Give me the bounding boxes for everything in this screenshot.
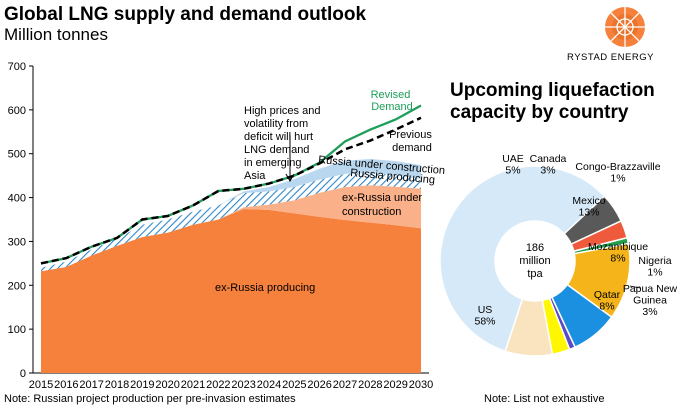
donut-label-line: 58% (474, 316, 495, 328)
y-tick-label: 500 (8, 149, 26, 161)
label-previous-demand: Previous demand (389, 129, 435, 154)
donut-label-line: 13% (578, 207, 599, 219)
x-tick-label: 2022 (206, 379, 230, 391)
donut-slice-us (439, 165, 606, 353)
donut-label-line: 3% (642, 306, 657, 318)
donut-label-line: 8% (599, 301, 614, 313)
rystad-logo (605, 7, 645, 47)
x-tick-label: 2018 (105, 379, 129, 391)
donut-label-line: Mozambique (588, 241, 648, 253)
leader-line (629, 285, 641, 289)
donut-label-line: Qatar (594, 289, 621, 301)
note-left: Note: Russian project production per pre… (4, 393, 296, 405)
x-tick-label: 2025 (282, 379, 306, 391)
area-ex-russia-producing (41, 208, 421, 373)
note-right: Note: List not exhaustive (484, 393, 605, 405)
donut-label-line: 5% (505, 165, 520, 177)
donut-label-mozambique: Mozambique 8% (588, 241, 648, 265)
x-tick-label: 2026 (307, 379, 331, 391)
area-russia-under-construction (41, 158, 421, 268)
donut-label-mexico: Mexico 13% (572, 195, 605, 219)
line-previous-demand (40, 116, 422, 265)
svg-text:million: million (519, 255, 550, 267)
x-tick-label: 2030 (409, 379, 433, 391)
x-tick-label: 2029 (383, 379, 407, 391)
donut-label-line: 3% (540, 165, 555, 177)
label-ex-russia-construction: ex-Russia under construction (342, 192, 425, 218)
donut-slice-qatar (504, 298, 554, 357)
area-russia-producing (41, 173, 421, 272)
x-tick-label: 2017 (79, 379, 103, 391)
y-tick-label: 600 (8, 105, 26, 117)
donut-label-line: Canada (530, 153, 567, 165)
donut-center-label: 186 million tpa (519, 242, 550, 280)
x-tick-label: 2019 (130, 379, 154, 391)
annotation-high-prices: High prices and volatility from deficit … (244, 105, 324, 182)
donut-label-canada: Canada 3% (530, 153, 567, 177)
y-tick-label: 100 (8, 324, 26, 336)
donut-label-line: Nigeria (638, 255, 671, 267)
y-tick-label: 400 (8, 193, 26, 205)
y-tick-label: 300 (8, 236, 26, 248)
brand-name: RYSTAD ENERGY (567, 52, 654, 63)
donut-label-line: Mexico (572, 195, 605, 207)
x-tick-label: 2020 (155, 379, 179, 391)
svg-text:tpa: tpa (527, 268, 543, 280)
label-revised-demand: Revised Demand (371, 89, 414, 113)
y-tick-label: 200 (8, 280, 26, 292)
donut-label-line: 1% (647, 267, 662, 279)
chart-title: Global LNG supply and demand outlook (4, 4, 367, 25)
donut-label-line: US (478, 304, 493, 316)
donut-label-uae: UAE 5% (502, 153, 524, 177)
donut-label-line: UAE (502, 153, 524, 165)
annotation-arrowhead (285, 173, 295, 183)
label-ex-russia-producing: ex-Russia producing (215, 282, 315, 294)
svg-text:186: 186 (526, 242, 544, 254)
donut-label-line: 1% (610, 173, 625, 185)
y-tick-label: 700 (8, 61, 26, 73)
x-tick-label: 2015 (29, 379, 53, 391)
donut-label-line: 8% (610, 253, 625, 265)
y-tick-label: 0 (20, 368, 26, 380)
area-ex-russia-under-construction (41, 185, 421, 272)
donut-label-line: Congo-Brazzaville (575, 161, 660, 173)
x-tick-label: 2024 (257, 379, 281, 391)
donut-title: Upcoming liquefaction capacity by countr… (450, 80, 655, 124)
x-tick-label: 2027 (333, 379, 357, 391)
x-tick-label: 2021 (181, 379, 205, 391)
donut-title-line: Upcoming liquefaction (450, 80, 655, 101)
x-tick-label: 2016 (54, 379, 78, 391)
donut-label-qatar: Qatar 8% (594, 289, 621, 313)
donut-label-papua-new-guinea: Papua New Guinea 3% (623, 283, 678, 318)
donut-label-congo-brazzaville: Congo-Brazzaville 1% (575, 161, 660, 185)
donut-label-nigeria: Nigeria 1% (638, 255, 671, 279)
x-tick-label: 2028 (358, 379, 382, 391)
donut-label-line: Guinea (633, 295, 667, 307)
donut-label-line: Papua New (623, 283, 678, 295)
chart-subtitle: Million tonnes (4, 25, 108, 44)
donut-title-line: capacity by country (450, 102, 629, 123)
x-tick-label: 2023 (231, 379, 255, 391)
donut-label-us: US 58% (474, 304, 495, 328)
